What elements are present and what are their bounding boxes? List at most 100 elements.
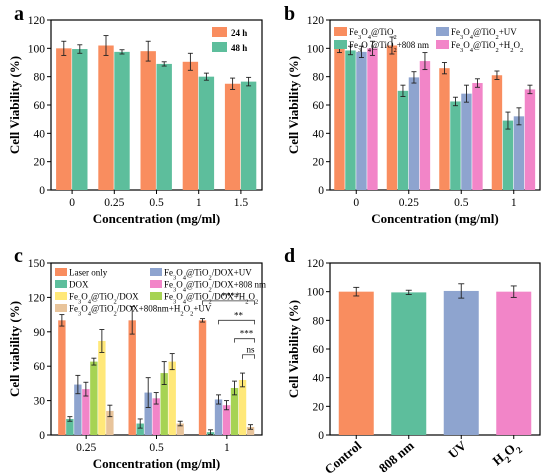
panel-c: c 0 30 60 90 120 150 Cell viability (%) Concentr… <box>7 245 266 471</box>
panel-a-ytick-label: 40 <box>34 128 46 140</box>
panel-a-bar <box>224 83 241 190</box>
panel-b-xtick-label: 0.25 <box>399 197 419 209</box>
panel-b-ytick-label: 100 <box>307 43 325 55</box>
panel-b-legend-swatch <box>334 27 347 36</box>
panel-c-legend-label: Laser only <box>69 268 108 278</box>
panel-c-legend-swatch <box>150 268 162 276</box>
panel-b: b 0 20 40 60 80 100 120 Cell Viability (%) Concen… <box>284 3 541 226</box>
panel-b-bar <box>397 90 409 190</box>
panel-c-sig-label: *** <box>240 329 254 339</box>
panel-a-bar <box>72 49 88 190</box>
panel-b-legend-swatch <box>436 40 449 49</box>
panel-c-bar <box>106 410 114 435</box>
panel-d-label: d <box>284 245 295 267</box>
panel-c-sig-bracket <box>202 300 255 305</box>
panel-c-xtick-label: 0.5 <box>149 442 164 454</box>
panel-c-bar <box>144 392 152 435</box>
panel-b-bar <box>524 89 536 190</box>
panel-b-bar <box>439 68 450 190</box>
panel-c-legend-label: Fe3O4@TiO2/DOX+H2O2 <box>164 292 258 306</box>
panel-c-ytick-label: 30 <box>34 396 46 408</box>
panel-b-xtick-label: 0 <box>353 197 359 209</box>
panel-c-sig-label: **** <box>222 291 241 301</box>
panel-c-bar <box>128 320 136 435</box>
panel-b-ytick-label: 120 <box>307 15 325 27</box>
panel-b-legend-swatch <box>334 40 347 49</box>
panel-c-sig-bracket <box>218 319 255 325</box>
panel-c-legend-label: Fe3O4@TiO2/DOX+UV <box>164 268 252 282</box>
panel-c-xtick-label: 0.25 <box>76 442 96 454</box>
panel-a-xtick-label: 1.5 <box>234 197 249 209</box>
panel-a-ytick-label: 120 <box>28 15 46 27</box>
panel-c-ytick-label: 120 <box>28 292 46 304</box>
panel-a-bar <box>114 51 130 190</box>
panel-c-legend-label: Fe3O4@TiO2/DOX+808nm+H2O2+UV <box>69 304 212 318</box>
panel-c-xtick-label: 1 <box>224 442 230 454</box>
panel-a-legend-label: 24 h <box>231 28 247 38</box>
panel-b-ytick-label: 0 <box>318 185 324 197</box>
panel-c-bar <box>214 399 223 435</box>
panel-c-bar <box>82 389 90 435</box>
panel-a-ylabel: Cell Viability (%) <box>7 56 22 154</box>
panel-c-bar <box>90 361 98 435</box>
panel-a-bar <box>98 45 114 190</box>
panel-c-legend-label: Fe3O4@TiO2/DOX <box>69 292 139 306</box>
panel-a-legend-swatch <box>212 27 227 37</box>
panel-c-legend-swatch <box>55 280 67 288</box>
panel-c-bar <box>74 384 82 435</box>
panel-c-sig-bracket <box>242 354 255 359</box>
panel-c-bar <box>58 320 66 435</box>
panel-c-ytick-label: 0 <box>39 430 45 442</box>
panel-c-legend-swatch <box>150 280 162 288</box>
panel-d-bar <box>338 291 374 435</box>
panel-d-xtick-label: H2O2 <box>489 438 525 473</box>
panel-b-bar <box>419 61 431 191</box>
panel-c-bar <box>238 379 247 435</box>
panel-b-bar <box>450 101 461 190</box>
panel-b-ylabel: Cell Viability (%) <box>286 56 301 154</box>
panel-c-bar <box>66 418 74 435</box>
panel-c-ytick-label: 150 <box>28 258 46 270</box>
panel-c-legend-label: Fe3O4@TiO2/DOX+808 nm <box>164 280 266 294</box>
panel-a-bar <box>198 76 215 190</box>
panel-c-legend-swatch <box>150 292 162 300</box>
panel-b-legend-swatch <box>436 27 449 36</box>
panel-d-ytick-label: 60 <box>313 344 325 356</box>
panel-a-xtick-label: 0.25 <box>104 197 124 209</box>
panel-d-ytick-label: 20 <box>313 401 325 413</box>
panel-c-bar <box>160 373 168 435</box>
panel-a-legend-label: 48 h <box>231 43 247 53</box>
panel-c-legend-swatch <box>55 304 67 312</box>
panel-d-xtick-label: UV <box>445 437 469 461</box>
panel-a-bar <box>240 81 257 190</box>
panel-c-legend-swatch <box>55 292 67 300</box>
panel-b-legend-label: Fe3O4@TiO2+UV <box>451 27 517 41</box>
panel-a-ytick-label: 0 <box>39 185 45 197</box>
panel-a-bar <box>156 63 172 190</box>
panel-d-ytick-label: 100 <box>307 287 325 299</box>
panel-a-xtick-label: 0.5 <box>149 197 164 209</box>
panel-d-bar <box>391 292 427 435</box>
panel-b-bar <box>472 83 483 190</box>
panel-d-ytick-label: 40 <box>313 373 325 385</box>
panel-b-bar <box>502 120 514 190</box>
panel-c-label: c <box>14 245 23 267</box>
panel-a-xtick-label: 0 <box>69 197 75 209</box>
panel-b-legend-label: Fe3O4@TiO2+H2O2 <box>451 40 523 54</box>
panel-b-bar <box>386 45 398 190</box>
panel-c-bar <box>168 361 176 435</box>
panel-a-xtick-label: 1 <box>196 197 202 209</box>
panel-c-sig-label: ns <box>247 345 256 355</box>
panel-a-bar <box>56 48 72 191</box>
panel-a-bar <box>182 61 199 190</box>
panel-b-bar <box>408 77 420 190</box>
panel-a-xlabel: Concentration (mg/ml) <box>93 211 220 226</box>
panel-a-ytick-label: 100 <box>28 43 46 55</box>
panel-c-bar <box>222 405 231 435</box>
panel-b-xtick-label: 1 <box>511 197 517 209</box>
panel-b-ytick-label: 60 <box>313 100 325 112</box>
panel-b-xtick-label: 0.5 <box>454 197 469 209</box>
panel-c-bar <box>230 387 239 435</box>
panel-c-bar <box>246 426 255 435</box>
panel-b-bar <box>356 51 367 190</box>
